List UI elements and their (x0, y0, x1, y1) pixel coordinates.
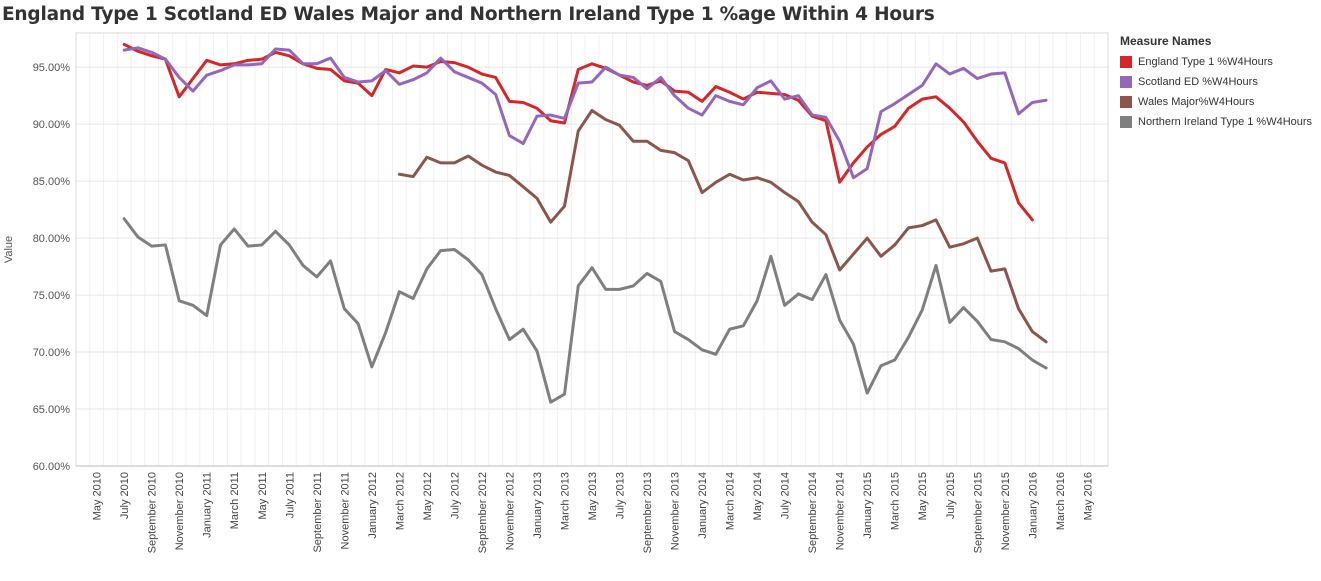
y-tick-label: 85.00% (33, 176, 71, 188)
legend-swatch-wales (1120, 96, 1132, 108)
y-axis-label: Value (3, 236, 15, 263)
x-tick-label: September 2010 (147, 472, 159, 553)
y-tick-label: 90.00% (33, 119, 71, 131)
legend-item-northern-ireland[interactable]: Northern Ireland Type 1 %W4Hours (1120, 112, 1312, 132)
x-tick-label: July 2015 (945, 472, 957, 519)
series-line-0 (122, 42, 1034, 222)
legend-swatch-northern-ireland (1120, 116, 1132, 128)
x-tick-label: May 2012 (422, 472, 434, 520)
x-tick-label: May 2010 (92, 472, 104, 520)
x-tick-label: July 2010 (119, 472, 131, 519)
x-tick-label: September 2014 (807, 472, 819, 553)
x-tick-label: May 2014 (752, 472, 764, 520)
x-tick-label: July 2013 (615, 472, 627, 519)
x-tick-label: July 2012 (449, 472, 461, 519)
y-tick-label: 80.00% (33, 233, 71, 245)
x-tick-label: July 2014 (780, 472, 792, 519)
legend-label-england: England Type 1 %W4Hours (1138, 56, 1273, 68)
x-tick-label: January 2014 (697, 472, 709, 539)
plot-border (75, 32, 1109, 467)
x-tick-label: March 2014 (725, 472, 737, 530)
x-tick-label: January 2012 (367, 472, 379, 539)
y-tick-label: 95.00% (33, 62, 71, 74)
x-tick-label: November 2012 (504, 472, 516, 550)
x-tick-label: May 2016 (1082, 472, 1094, 520)
legend: Measure Names England Type 1 %W4Hours Sc… (1120, 34, 1312, 132)
legend-item-wales[interactable]: Wales Major%W4Hours (1120, 92, 1312, 112)
x-tick-label: July 2011 (284, 472, 296, 518)
series-line-2 (397, 108, 1048, 344)
x-tick-label: November 2011 (339, 472, 351, 549)
legend-item-england[interactable]: England Type 1 %W4Hours (1120, 52, 1312, 72)
legend-swatch-scotland (1120, 76, 1132, 88)
x-tick-label: March 2011 (229, 472, 241, 529)
y-tick-label: 75.00% (33, 290, 71, 302)
series-line-3 (122, 217, 1048, 404)
x-tick-label: May 2011 (257, 472, 269, 520)
x-tick-label: March 2015 (890, 472, 902, 530)
legend-label-scotland: Scotland ED %W4Hours (1138, 76, 1258, 88)
x-tick-label: January 2015 (862, 472, 874, 539)
legend-swatch-england (1120, 56, 1132, 68)
legend-label-wales: Wales Major%W4Hours (1138, 96, 1255, 108)
x-tick-label: September 2012 (477, 472, 489, 553)
legend-item-scotland[interactable]: Scotland ED %W4Hours (1120, 72, 1312, 92)
x-tick-label: March 2013 (559, 472, 571, 530)
x-tick-label: November 2015 (1000, 472, 1012, 550)
y-tick-label: 70.00% (33, 347, 71, 359)
x-tick-label: January 2011 (202, 472, 214, 538)
y-tick-label: 60.00% (33, 461, 71, 473)
x-tick-label: January 2016 (1027, 472, 1039, 539)
x-tick-label: September 2015 (972, 472, 984, 553)
x-tick-label: January 2013 (532, 472, 544, 539)
x-tick-label: May 2013 (587, 472, 599, 520)
x-tick-label: March 2012 (394, 472, 406, 530)
y-tick-label: 65.00% (33, 404, 71, 416)
x-tick-label: November 2013 (670, 472, 682, 550)
x-tick-label: November 2010 (174, 472, 186, 550)
x-tick-label: May 2015 (917, 472, 929, 520)
legend-title: Measure Names (1120, 34, 1212, 48)
x-tick-label: September 2011 (312, 472, 324, 553)
x-tick-label: September 2013 (642, 472, 654, 553)
legend-label-northern-ireland: Northern Ireland Type 1 %W4Hours (1138, 116, 1313, 128)
chart-title: England Type 1 Scotland ED Wales Major a… (2, 4, 935, 25)
series-line-1 (122, 46, 1048, 180)
x-tick-label: November 2014 (835, 472, 847, 550)
x-tick-label: March 2016 (1055, 472, 1067, 530)
